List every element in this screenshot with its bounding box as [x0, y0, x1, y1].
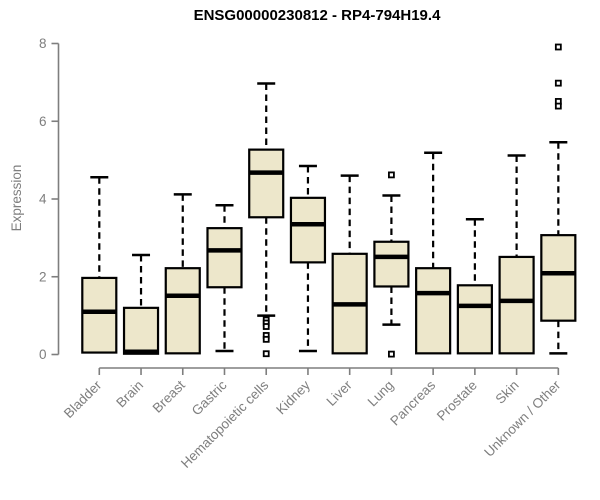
outlier-point	[554, 79, 562, 87]
boxplot-gastric	[206, 203, 243, 353]
outlier-point	[388, 171, 395, 179]
boxplot-breast	[164, 193, 201, 355]
iqr-box	[122, 306, 160, 355]
outlier-point	[262, 350, 270, 358]
iqr-box	[81, 276, 118, 354]
x-tick-label-kidney: Kidney	[273, 377, 313, 417]
x-tick-label-liver: Liver	[324, 377, 356, 409]
outlier-point	[388, 350, 395, 358]
outlier-point	[554, 102, 562, 110]
x-tick-label-breast: Breast	[150, 377, 188, 415]
x-tick-label-skin: Skin	[493, 378, 522, 407]
boxplot-lung	[373, 171, 410, 358]
iqr-box	[248, 148, 285, 219]
x-tick-label-brain: Brain	[113, 378, 146, 411]
iqr-box	[164, 267, 201, 355]
boxplot-brain	[122, 253, 160, 355]
iqr-box	[456, 284, 493, 355]
iqr-box	[206, 227, 243, 289]
iqr-box	[498, 255, 535, 355]
iqr-box	[415, 267, 452, 355]
iqr-box	[289, 196, 327, 264]
x-tick-label-gastric: Gastric	[189, 377, 230, 418]
chart-title: ENSG00000230812 - RP4-794H19.4	[193, 7, 441, 24]
y-tick-label: 4	[39, 192, 47, 207]
outlier-point	[262, 335, 270, 343]
iqr-box	[540, 234, 577, 322]
boxplot-pancreas	[415, 151, 452, 355]
boxplot-unknown-other	[540, 43, 577, 355]
y-tick-label: 8	[39, 36, 47, 51]
boxplot-kidney	[289, 164, 327, 353]
outlier-point	[262, 323, 270, 330]
x-tick-label-bladder: Bladder	[61, 377, 105, 421]
boxplot-prostate	[456, 217, 493, 355]
iqr-box	[373, 240, 410, 288]
boxplot-liver	[331, 174, 368, 355]
outlier-point	[554, 43, 562, 51]
boxplot-skin	[498, 154, 535, 355]
x-tick-label-unknown-other: Unknown / Other	[481, 377, 564, 460]
y-tick-label: 2	[39, 269, 47, 284]
y-axis-title: Expression	[9, 164, 24, 232]
boxplot-bladder	[81, 175, 118, 354]
y-tick-label: 6	[39, 114, 47, 129]
y-tick-label: 0	[39, 347, 47, 362]
boxplot-hematopoietic-cells	[248, 82, 285, 358]
x-tick-label-pancreas: Pancreas	[387, 377, 438, 428]
x-tick-label-lung: Lung	[365, 378, 397, 410]
x-tick-label-prostate: Prostate	[434, 378, 480, 424]
